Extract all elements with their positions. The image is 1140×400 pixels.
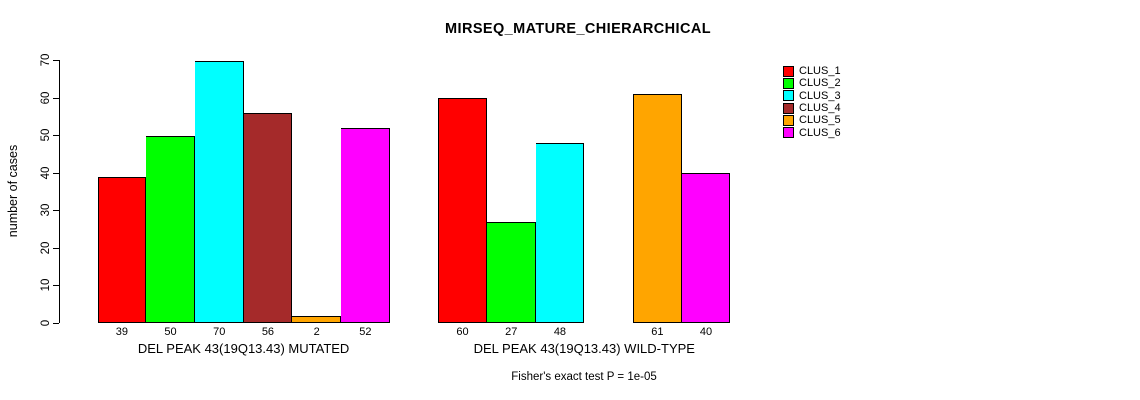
fisher-test-annotation: Fisher's exact test P = 1e-05 bbox=[511, 371, 657, 383]
legend-item-clus_1: CLUS_1 bbox=[783, 65, 841, 77]
bar-clus_6-mutated bbox=[341, 128, 390, 323]
bar-value-clus_2-wild-type: 27 bbox=[505, 326, 518, 338]
bar-value-clus_3-wild-type: 48 bbox=[553, 326, 567, 338]
legend-swatch-clus_4 bbox=[783, 102, 794, 114]
legend-label-clus_6: CLUS_6 bbox=[799, 126, 841, 139]
x-group-label-wild-type: DEL PEAK 43(19Q13.43) WILD-TYPE bbox=[473, 341, 695, 356]
legend-swatch-clus_6 bbox=[783, 127, 794, 139]
bar-clus_1-wild-type bbox=[438, 98, 487, 323]
legend-swatch-clus_1 bbox=[783, 65, 794, 77]
legend-item-clus_4: CLUS_4 bbox=[783, 102, 841, 114]
bar-value-clus_4-mutated: 56 bbox=[261, 326, 275, 338]
y-tick-label-30: 30 bbox=[40, 203, 52, 217]
bar-clus_5-mutated bbox=[292, 315, 341, 323]
bar-clus_3-mutated bbox=[194, 60, 244, 323]
bar-value-clus_5-wild-type: 61 bbox=[651, 326, 664, 338]
bar-clus_6-wild-type bbox=[681, 173, 731, 323]
legend: CLUS_1 CLUS_2 CLUS_3 CLUS_4 CLUS_5 CLUS_6 bbox=[783, 65, 841, 139]
bar-value-clus_3-mutated: 70 bbox=[213, 326, 226, 338]
legend-item-clus_3: CLUS_3 bbox=[783, 90, 841, 102]
bar-clus_2-wild-type bbox=[486, 221, 536, 323]
y-tick-70 bbox=[53, 60, 59, 61]
legend-label-clus_2: CLUS_2 bbox=[799, 77, 841, 90]
y-axis-label: number of cases bbox=[6, 144, 20, 238]
bar-clus_2-mutated bbox=[146, 135, 195, 323]
legend-swatch-clus_3 bbox=[783, 90, 794, 102]
chart-title: MIRSEQ_MATURE_CHIERARCHICAL bbox=[445, 21, 711, 37]
legend-label-clus_3: CLUS_3 bbox=[799, 89, 841, 102]
bar-value-clus_2-mutated: 50 bbox=[164, 326, 177, 338]
legend-item-clus_5: CLUS_5 bbox=[783, 114, 841, 126]
bar-value-clus_1-mutated: 39 bbox=[115, 326, 128, 338]
bar-clus_4-mutated bbox=[243, 113, 293, 323]
legend-label-clus_1: CLUS_1 bbox=[799, 65, 841, 78]
bar-clus_3-wild-type bbox=[535, 143, 585, 323]
y-tick-label-20: 20 bbox=[40, 241, 52, 254]
legend-item-clus_2: CLUS_2 bbox=[783, 77, 841, 89]
y-tick-50 bbox=[53, 135, 59, 136]
bar-value-clus_5-mutated: 2 bbox=[313, 326, 320, 338]
y-tick-label-60: 60 bbox=[40, 91, 52, 104]
bar-clus_5-wild-type bbox=[633, 94, 682, 323]
legend-swatch-clus_2 bbox=[783, 77, 794, 89]
y-tick-30 bbox=[53, 210, 59, 211]
bar-value-clus_6-wild-type: 40 bbox=[699, 326, 713, 338]
y-tick-0 bbox=[53, 322, 59, 324]
x-group-label-mutated: DEL PEAK 43(19Q13.43) MUTATED bbox=[137, 341, 350, 356]
y-axis-line bbox=[59, 60, 60, 323]
y-tick-40 bbox=[53, 172, 59, 174]
legend-swatch-clus_5 bbox=[783, 114, 794, 126]
y-tick-label-70: 70 bbox=[40, 53, 52, 67]
y-tick-60 bbox=[53, 97, 59, 99]
bar-clus_1-mutated bbox=[97, 176, 147, 323]
y-tick-label-50: 50 bbox=[40, 128, 52, 142]
bar-value-clus_1-wild-type: 60 bbox=[456, 326, 469, 338]
legend-label-clus_5: CLUS_5 bbox=[799, 114, 841, 127]
bar-value-clus_6-mutated: 52 bbox=[359, 326, 372, 338]
legend-item-clus_6: CLUS_6 bbox=[783, 126, 841, 139]
y-tick-label-0: 0 bbox=[40, 319, 52, 326]
y-tick-10 bbox=[53, 285, 59, 286]
y-tick-20 bbox=[53, 247, 59, 249]
legend-label-clus_4: CLUS_4 bbox=[799, 102, 841, 115]
y-tick-label-40: 40 bbox=[40, 166, 52, 179]
y-tick-label-10: 10 bbox=[40, 278, 52, 292]
